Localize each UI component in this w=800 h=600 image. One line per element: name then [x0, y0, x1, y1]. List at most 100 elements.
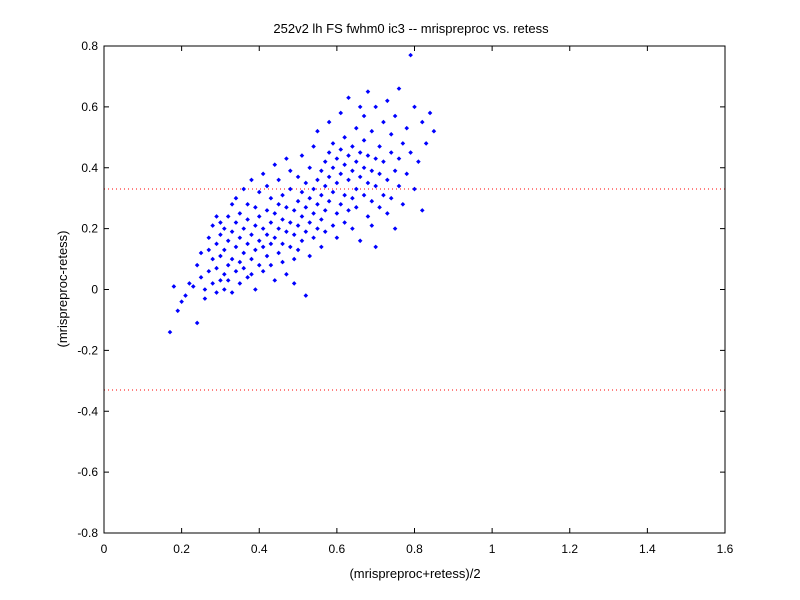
data-point [334, 180, 340, 186]
data-point [241, 265, 247, 271]
y-tick-label: 0.8 [81, 39, 98, 53]
data-point [388, 150, 394, 155]
data-point [330, 141, 336, 146]
data-point [330, 165, 336, 171]
data-point [388, 131, 394, 137]
data-point [396, 156, 402, 161]
data-point [299, 153, 305, 158]
data-point [315, 128, 320, 134]
x-tick-label: 0.8 [406, 542, 423, 556]
data-point [334, 211, 340, 216]
data-point [288, 244, 293, 250]
data-point [272, 162, 278, 168]
data-point [361, 165, 367, 171]
data-point [194, 262, 200, 268]
data-point [416, 159, 421, 164]
data-point [412, 104, 417, 110]
data-point [268, 241, 274, 247]
data-point [288, 168, 293, 174]
data-point [241, 226, 247, 231]
data-point [338, 201, 344, 207]
data-point [295, 247, 301, 253]
data-point [237, 235, 243, 241]
data-point [299, 238, 305, 244]
data-point [256, 262, 262, 268]
data-point [412, 186, 417, 192]
data-point [319, 217, 324, 222]
y-axis-ticks: -0.8 -0.6 -0.4 -0.2 0 0.2 0.4 0.6 0.8 [77, 39, 725, 540]
data-point [342, 135, 347, 140]
data-point [260, 268, 266, 274]
data-point [225, 214, 231, 219]
data-point [222, 287, 227, 292]
y-tick-label: -0.4 [77, 404, 98, 418]
data-point [194, 320, 200, 326]
data-point [342, 162, 347, 168]
data-point [276, 250, 281, 256]
y-tick-label: 0.4 [81, 161, 98, 175]
data-point [311, 211, 316, 216]
data-point [280, 241, 285, 247]
y-axis-label: (mrispreproc-retess) [55, 230, 70, 347]
data-point [400, 141, 406, 146]
data-point [264, 232, 270, 238]
data-point [284, 156, 289, 161]
x-tick-label: 0.4 [251, 542, 268, 556]
data-point [202, 287, 208, 292]
y-tick-label: 0.6 [81, 100, 98, 114]
data-point [357, 174, 363, 180]
data-point [381, 159, 386, 164]
data-point [183, 293, 188, 298]
data-point [288, 186, 293, 192]
data-point [322, 159, 328, 164]
data-point [353, 205, 359, 210]
y-tick-label: 0.2 [81, 222, 98, 236]
data-point [241, 250, 247, 256]
data-point [245, 217, 250, 222]
data-point [303, 229, 309, 234]
data-point [291, 281, 297, 286]
data-point [272, 211, 278, 216]
data-point [365, 153, 371, 158]
data-point [218, 232, 223, 238]
data-point [303, 205, 309, 210]
data-point [311, 235, 316, 241]
data-point [315, 226, 320, 231]
data-point [229, 201, 235, 207]
data-point [225, 238, 231, 244]
data-point [365, 180, 371, 186]
data-point [396, 86, 402, 91]
data-point [334, 235, 340, 241]
data-point [260, 226, 266, 231]
y-tick-label: -0.2 [77, 343, 98, 357]
data-point [222, 226, 227, 231]
data-point [346, 153, 351, 158]
data-point [307, 220, 313, 225]
x-tick-label: 1.2 [561, 542, 578, 556]
chart-title: 252v2 lh FS fwhm0 ic3 -- mrispreproc vs.… [273, 21, 549, 36]
data-point [419, 208, 425, 213]
reference-lines [104, 188, 725, 391]
data-point [280, 192, 285, 198]
data-point [264, 183, 270, 189]
data-point [222, 247, 227, 253]
data-point [381, 192, 386, 198]
data-point [427, 110, 433, 116]
data-point [218, 220, 223, 225]
data-point [214, 265, 219, 271]
data-point [350, 168, 355, 174]
data-point [280, 259, 285, 265]
data-point [346, 208, 351, 213]
data-point [268, 220, 274, 225]
data-point [206, 247, 212, 253]
data-point [319, 168, 324, 174]
data-point [311, 186, 316, 192]
data-point [222, 271, 227, 277]
data-point [264, 253, 270, 259]
data-point [307, 253, 313, 259]
data-point [388, 195, 394, 201]
data-point [249, 256, 254, 262]
data-point [350, 195, 355, 201]
data-point [206, 235, 212, 241]
